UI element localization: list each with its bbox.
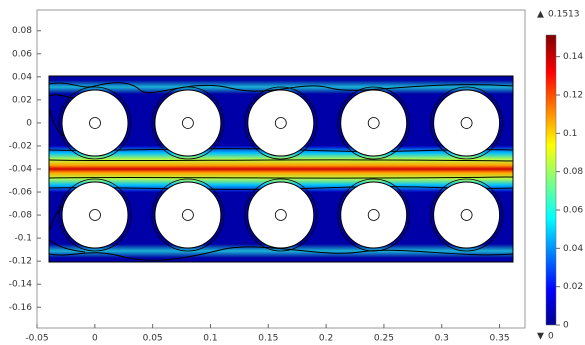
colorbar-tick-label: 0.08 bbox=[563, 167, 583, 177]
cylinder-core bbox=[367, 209, 380, 221]
y-tick-label: -0.12 bbox=[9, 257, 32, 267]
colorbar-tick-label: 0.14 bbox=[563, 52, 583, 62]
streamline bbox=[48, 82, 514, 94]
colorbar-tick-label: 0.04 bbox=[563, 244, 583, 254]
domain-border bbox=[48, 75, 514, 263]
cylinder-core bbox=[89, 117, 101, 129]
x-tick-label: -0.05 bbox=[25, 334, 48, 344]
streamline bbox=[48, 239, 86, 253]
streamline bbox=[48, 159, 514, 162]
y-tick-label: 0.06 bbox=[12, 49, 32, 59]
cylinder-ring bbox=[58, 86, 132, 160]
cylinder-core bbox=[89, 209, 101, 221]
min-arrow: ▼ bbox=[537, 332, 544, 342]
y-tick-label: -0.14 bbox=[9, 280, 33, 290]
cylinder-core bbox=[274, 117, 287, 129]
y-tick-label: -0.06 bbox=[9, 188, 33, 198]
colorbar-tick-label: 0.06 bbox=[563, 205, 583, 215]
x-tick-label: 0.15 bbox=[258, 334, 278, 344]
y-tick-label: -0.1 bbox=[14, 234, 32, 244]
cylinder-core bbox=[460, 117, 473, 129]
streamline bbox=[48, 246, 514, 261]
cylinder-ring bbox=[430, 86, 504, 160]
max-arrow: ▲ bbox=[537, 10, 544, 20]
cylinder-ring bbox=[151, 86, 225, 160]
cylinder-core bbox=[460, 209, 473, 221]
cylinder-ring bbox=[337, 86, 411, 160]
cylinder-core bbox=[181, 117, 194, 129]
streamline bbox=[48, 176, 514, 179]
x-tick-label: 0.35 bbox=[490, 334, 510, 344]
x-tick-label: 0.25 bbox=[374, 334, 394, 344]
colorbar bbox=[545, 34, 557, 326]
cylinder-ring bbox=[58, 178, 132, 252]
cylinder-ring bbox=[244, 86, 318, 160]
cylinder-ring bbox=[151, 178, 225, 252]
y-tick-label: -0.08 bbox=[9, 211, 33, 221]
colorbar-min: 0 bbox=[548, 332, 554, 342]
y-tick-label: 0.02 bbox=[12, 95, 32, 105]
x-tick-label: 0.3 bbox=[435, 334, 449, 344]
x-tick-label: 0.1 bbox=[203, 334, 217, 344]
colorbar-tick-label: 0 bbox=[563, 321, 569, 331]
y-tick-label: -0.04 bbox=[9, 165, 33, 175]
x-tick-label: 0 bbox=[92, 334, 98, 344]
colorbar-tick-label: 0.1 bbox=[563, 129, 577, 139]
y-tick-label: -0.16 bbox=[9, 303, 33, 313]
colorbar-tick-label: 0.12 bbox=[563, 90, 583, 100]
colorbar-max: 0.1513 bbox=[548, 10, 580, 20]
cylinder-core bbox=[367, 117, 380, 129]
cylinder-ring bbox=[430, 178, 504, 252]
y-tick-label: 0.04 bbox=[12, 72, 32, 82]
colorbar-tick-label: 0.02 bbox=[563, 282, 583, 292]
cylinder-ring bbox=[337, 178, 411, 252]
cylinder-ring bbox=[244, 178, 318, 252]
x-tick-label: 0.2 bbox=[319, 334, 333, 344]
y-tick-label: 0.08 bbox=[12, 26, 32, 36]
y-tick-label: 0 bbox=[26, 118, 32, 128]
cylinder-core bbox=[274, 209, 287, 221]
x-tick-label: 0.05 bbox=[143, 334, 163, 344]
field bbox=[48, 75, 514, 263]
y-tick-label: -0.02 bbox=[9, 141, 32, 151]
cylinder-core bbox=[181, 209, 194, 221]
